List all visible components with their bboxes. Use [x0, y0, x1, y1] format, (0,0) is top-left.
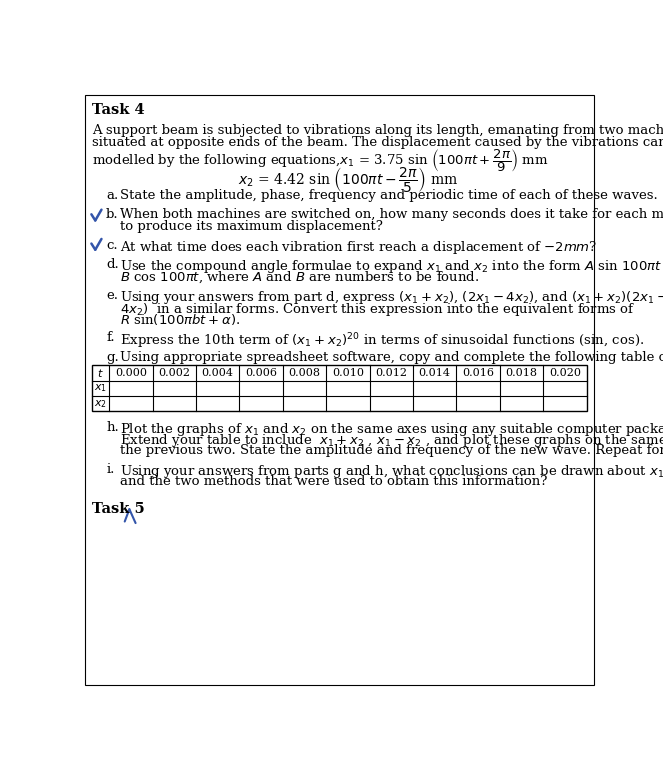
Text: Task 4: Task 4: [92, 103, 145, 117]
Text: State the amplitude, phase, frequency and periodic time of each of these waves.: State the amplitude, phase, frequency an…: [120, 189, 658, 202]
Text: $B$ cos $100\pi t$, where $A$ and $B$ are numbers to be found.: $B$ cos $100\pi t$, where $A$ and $B$ ar…: [120, 269, 479, 285]
Text: modelled by the following equations,$x_1$ = 3.75 sin $\left(100\pi t+\dfrac{2\pi: modelled by the following equations,$x_1…: [92, 147, 549, 174]
Text: When both machines are switched on, how many seconds does it take for each machi: When both machines are switched on, how …: [120, 208, 663, 221]
Text: situated at opposite ends of the beam. The displacement caused by the vibrations: situated at opposite ends of the beam. T…: [92, 136, 663, 149]
Bar: [92, 365, 587, 411]
Text: e.: e.: [106, 289, 118, 302]
Text: f.: f.: [106, 331, 115, 344]
Text: Express the 10th term of $( x_1 + x_2)^{20}$ in terms of sinusoidal functions (s: Express the 10th term of $( x_1 + x_2)^{…: [120, 331, 644, 351]
Text: d.: d.: [106, 258, 119, 271]
Text: the previous two. State the amplitude and frequency of the new wave. Repeat for : the previous two. State the amplitude an…: [120, 444, 663, 457]
Text: Using appropriate spreadsheet software, copy and complete the following table of: Using appropriate spreadsheet software, …: [120, 350, 663, 364]
Text: to produce its maximum displacement?: to produce its maximum displacement?: [120, 220, 383, 232]
Text: 0.008: 0.008: [288, 368, 320, 378]
Text: h.: h.: [106, 421, 119, 434]
Text: Using your answers from part d, express $( x_1 + x_2)$, $( 2x_1 - 4x_2)$, and $(: Using your answers from part d, express …: [120, 289, 663, 306]
Text: $t$: $t$: [97, 367, 104, 379]
Text: 0.020: 0.020: [549, 368, 581, 378]
Text: Using your answers from parts g and h, what conclusions can be drawn about $x_1 : Using your answers from parts g and h, w…: [120, 463, 663, 480]
Text: b.: b.: [106, 208, 119, 221]
Text: $x_1$: $x_1$: [94, 382, 107, 394]
Text: $x_2$ = 4.42 sin $\left(100\pi t - \dfrac{2\pi}{5}\right)$ mm: $x_2$ = 4.42 sin $\left(100\pi t - \dfra…: [237, 165, 457, 194]
Text: 0.002: 0.002: [158, 368, 190, 378]
Text: 0.000: 0.000: [115, 368, 147, 378]
Text: Use the compound angle formulae to expand $x_1$ and $x_2$ into the form $A$ sin : Use the compound angle formulae to expan…: [120, 258, 663, 275]
Text: Plot the graphs of $x_1$ and $x_2$ on the same axes using any suitable computer : Plot the graphs of $x_1$ and $x_2$ on th…: [120, 421, 663, 438]
Text: 0.014: 0.014: [419, 368, 451, 378]
Text: a.: a.: [106, 189, 119, 202]
Text: Task 5: Task 5: [92, 502, 145, 516]
Text: A support beam is subjected to vibrations along its length, emanating from two m: A support beam is subjected to vibration…: [92, 124, 663, 137]
Text: g.: g.: [106, 350, 119, 364]
Text: 0.010: 0.010: [332, 368, 364, 378]
Text: 0.006: 0.006: [245, 368, 277, 378]
Text: 0.018: 0.018: [505, 368, 538, 378]
Text: $x_2$: $x_2$: [94, 398, 107, 410]
Text: $4x_2)$  in a similar forms. Convert this expression into the equivalent forms o: $4x_2)$ in a similar forms. Convert this…: [120, 300, 636, 317]
Text: Extend your table to include  $x_1 + x_2$ , $x_1 - x_2$ , and plot these graphs : Extend your table to include $x_1 + x_2$…: [120, 432, 663, 449]
Text: and the two methods that were used to obtain this information?: and the two methods that were used to ob…: [120, 475, 548, 488]
Text: 0.016: 0.016: [462, 368, 494, 378]
Text: i.: i.: [106, 463, 115, 476]
Text: $R$ sin$(100\pi bt + \alpha)$.: $R$ sin$(100\pi bt + \alpha)$.: [120, 312, 240, 327]
Text: At what time does each vibration first reach a displacement of $-2mm$?: At what time does each vibration first r…: [120, 239, 597, 256]
Text: 0.004: 0.004: [202, 368, 234, 378]
Text: 0.012: 0.012: [375, 368, 407, 378]
Text: c.: c.: [106, 239, 118, 252]
